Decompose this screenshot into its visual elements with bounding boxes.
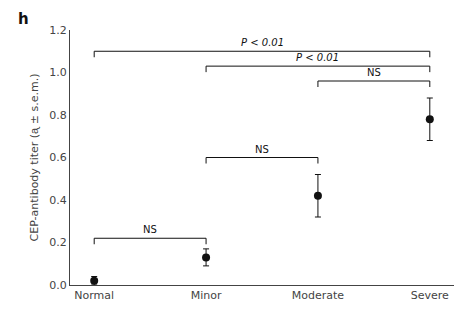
svg-text:0.8: 0.8 [49, 109, 67, 122]
svg-text:NS: NS [255, 144, 269, 155]
svg-text:1.0: 1.0 [49, 66, 67, 79]
svg-text:P < 0.01: P < 0.01 [296, 52, 339, 63]
svg-text:Severe: Severe [411, 289, 449, 302]
svg-text:CEP-antibody titer (ᶏ ± s.e.m.: CEP-antibody titer (ᶏ ± s.e.m.) [28, 74, 41, 242]
svg-text:NS: NS [143, 224, 157, 235]
svg-text:0.6: 0.6 [49, 151, 67, 164]
svg-text:0.4: 0.4 [49, 194, 67, 207]
svg-text:1.2: 1.2 [49, 24, 67, 37]
svg-text:Moderate: Moderate [292, 289, 345, 302]
svg-text:Normal: Normal [74, 289, 114, 302]
svg-text:0.2: 0.2 [49, 236, 67, 249]
svg-text:Minor: Minor [191, 289, 222, 302]
svg-text:P < 0.01: P < 0.01 [241, 37, 284, 48]
svg-text:0.0: 0.0 [49, 279, 67, 292]
svg-text:h: h [18, 10, 29, 28]
svg-text:NS: NS [367, 67, 381, 78]
